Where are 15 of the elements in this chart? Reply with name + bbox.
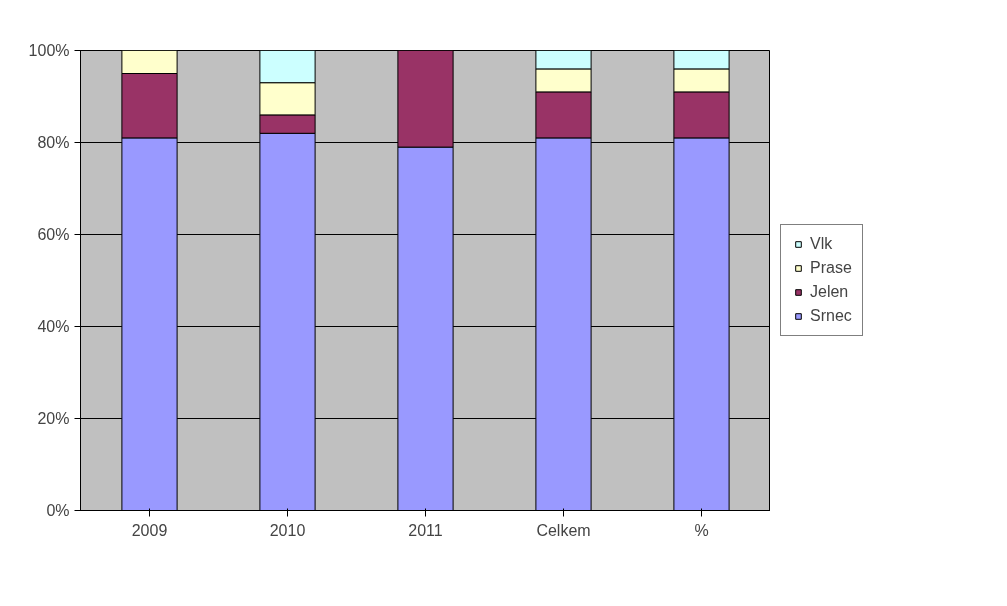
x-tick-label: Celkem — [536, 521, 591, 539]
x-tick-label: 2010 — [269, 521, 306, 539]
legend-label: Vlk — [810, 235, 833, 253]
legend-label: Jelen — [810, 283, 849, 301]
y-tick-label: 100% — [28, 42, 70, 59]
x-tick-label: % — [694, 521, 709, 539]
x-tick-label: 2009 — [131, 521, 168, 539]
y-tick-label: 60% — [37, 226, 70, 243]
y-tick-label: 0% — [46, 502, 70, 519]
y-tick-label: 80% — [37, 134, 70, 151]
x-tick-label: 2011 — [408, 521, 443, 539]
y-tick-label: 20% — [37, 410, 70, 427]
y-tick-label: 40% — [37, 318, 70, 335]
legend-label: Prase — [810, 259, 852, 277]
legend-label: Srnec — [810, 307, 852, 325]
